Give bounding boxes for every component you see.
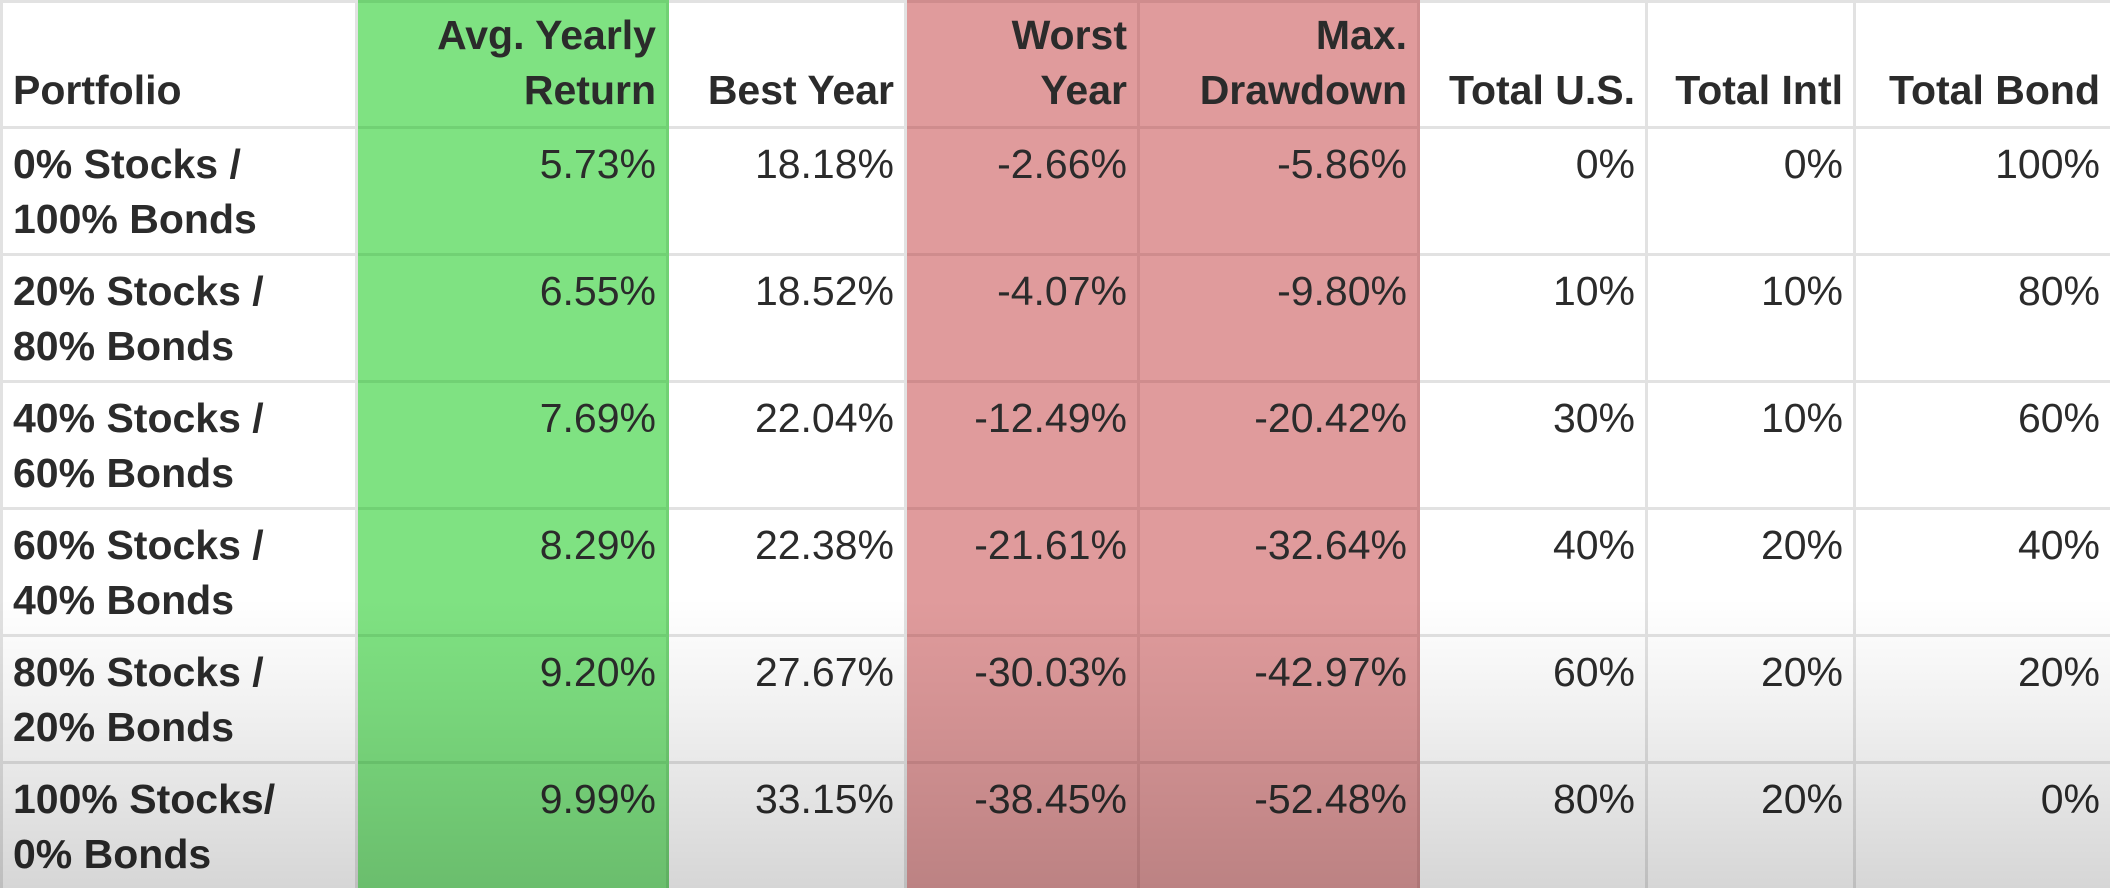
cell-total-us: 80%	[1417, 761, 1648, 888]
cell-total-bond: 20%	[1853, 634, 2110, 764]
cell-total-intl: 10%	[1645, 253, 1856, 383]
cell-best-year: 22.04%	[666, 380, 907, 510]
table-body: 0% Stocks / 100% Bonds 5.73% 18.18% -2.6…	[0, 126, 2110, 888]
cell-best-year: 27.67%	[666, 634, 907, 764]
header-total-intl: Total Intl	[1645, 0, 1856, 129]
table-row: 60% Stocks / 40% Bonds 8.29% 22.38% -21.…	[0, 507, 2110, 637]
cell-best-year: 33.15%	[666, 761, 907, 888]
header-worst-year: Worst Year	[904, 0, 1140, 129]
cell-portfolio: 20% Stocks / 80% Bonds	[0, 253, 358, 383]
header-max-drawdown: Max. Drawdown	[1137, 0, 1420, 129]
header-best-year: Best Year	[666, 0, 907, 129]
header-row: Portfolio Avg. Yearly Return Best Year W…	[0, 0, 2110, 129]
cell-max-drawdown: -32.64%	[1137, 507, 1420, 637]
cell-avg-yearly-return: 8.29%	[355, 507, 669, 637]
cell-total-us: 30%	[1417, 380, 1648, 510]
table-row: 20% Stocks / 80% Bonds 6.55% 18.52% -4.0…	[0, 253, 2110, 383]
cell-total-us: 40%	[1417, 507, 1648, 637]
cell-max-drawdown: -9.80%	[1137, 253, 1420, 383]
cell-total-us: 10%	[1417, 253, 1648, 383]
cell-portfolio: 60% Stocks / 40% Bonds	[0, 507, 358, 637]
cell-total-intl: 20%	[1645, 761, 1856, 888]
cell-total-us: 0%	[1417, 126, 1648, 256]
table-header: Portfolio Avg. Yearly Return Best Year W…	[0, 0, 2110, 129]
cell-avg-yearly-return: 6.55%	[355, 253, 669, 383]
header-portfolio: Portfolio	[0, 0, 358, 129]
cell-portfolio: 80% Stocks / 20% Bonds	[0, 634, 358, 764]
table-row: 100% Stocks/ 0% Bonds 9.99% 33.15% -38.4…	[0, 761, 2110, 888]
cell-portfolio: 100% Stocks/ 0% Bonds	[0, 761, 358, 888]
table-row: 80% Stocks / 20% Bonds 9.20% 27.67% -30.…	[0, 634, 2110, 764]
cell-worst-year: -21.61%	[904, 507, 1140, 637]
cell-max-drawdown: -20.42%	[1137, 380, 1420, 510]
cell-portfolio: 40% Stocks / 60% Bonds	[0, 380, 358, 510]
cell-best-year: 22.38%	[666, 507, 907, 637]
cell-worst-year: -30.03%	[904, 634, 1140, 764]
cell-total-intl: 20%	[1645, 634, 1856, 764]
cell-avg-yearly-return: 9.99%	[355, 761, 669, 888]
cell-total-bond: 80%	[1853, 253, 2110, 383]
cell-best-year: 18.52%	[666, 253, 907, 383]
cell-best-year: 18.18%	[666, 126, 907, 256]
cell-total-intl: 10%	[1645, 380, 1856, 510]
cell-total-intl: 20%	[1645, 507, 1856, 637]
cell-total-bond: 0%	[1853, 761, 2110, 888]
cell-worst-year: -4.07%	[904, 253, 1140, 383]
cell-total-us: 60%	[1417, 634, 1648, 764]
cell-total-bond: 60%	[1853, 380, 2110, 510]
table-row: 40% Stocks / 60% Bonds 7.69% 22.04% -12.…	[0, 380, 2110, 510]
cell-max-drawdown: -5.86%	[1137, 126, 1420, 256]
cell-avg-yearly-return: 7.69%	[355, 380, 669, 510]
cell-total-intl: 0%	[1645, 126, 1856, 256]
cell-max-drawdown: -52.48%	[1137, 761, 1420, 888]
cell-worst-year: -2.66%	[904, 126, 1140, 256]
header-avg-yearly-return: Avg. Yearly Return	[355, 0, 669, 129]
cell-portfolio: 0% Stocks / 100% Bonds	[0, 126, 358, 256]
table-row: 0% Stocks / 100% Bonds 5.73% 18.18% -2.6…	[0, 126, 2110, 256]
cell-avg-yearly-return: 9.20%	[355, 634, 669, 764]
cell-total-bond: 40%	[1853, 507, 2110, 637]
cell-worst-year: -12.49%	[904, 380, 1140, 510]
cell-worst-year: -38.45%	[904, 761, 1140, 888]
cell-avg-yearly-return: 5.73%	[355, 126, 669, 256]
header-total-us: Total U.S.	[1417, 0, 1648, 129]
cell-total-bond: 100%	[1853, 126, 2110, 256]
cell-max-drawdown: -42.97%	[1137, 634, 1420, 764]
header-total-bond: Total Bond	[1853, 0, 2110, 129]
